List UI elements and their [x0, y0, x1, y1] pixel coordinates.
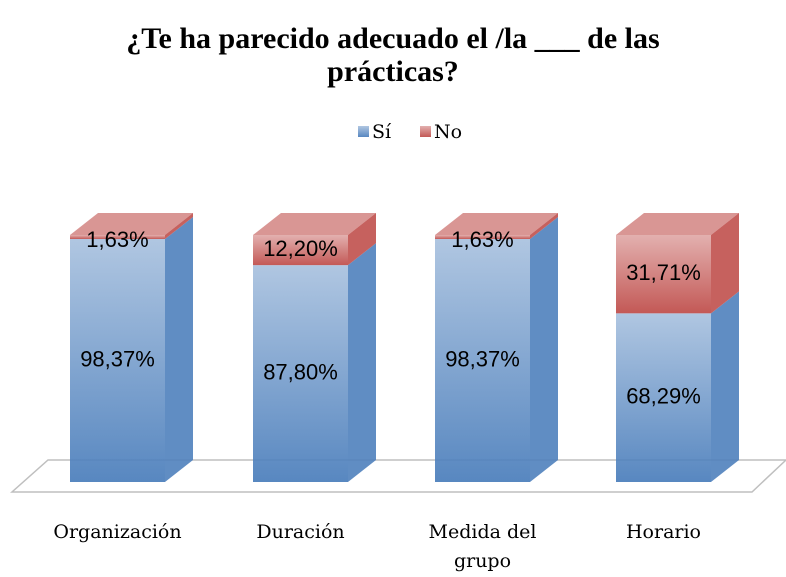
bar-side	[165, 213, 193, 240]
bar-side	[711, 213, 739, 314]
bar-side	[165, 217, 193, 482]
x-tick-label: Organización	[53, 521, 182, 543]
legend-swatch	[358, 126, 369, 137]
x-tick-label: Medida del grupo	[428, 521, 537, 572]
bar	[253, 235, 348, 266]
x-tick-label: Horario	[625, 521, 702, 543]
chart-title: ¿Te ha parecido adecuado el /la ___ de l…	[126, 22, 660, 88]
value-label: 31,71%	[626, 260, 701, 285]
bar-side	[530, 217, 558, 482]
bar-side	[348, 243, 376, 482]
bar	[616, 313, 711, 482]
bar-side	[348, 213, 376, 266]
bar-side	[711, 291, 739, 482]
value-label: 98,37%	[80, 346, 155, 371]
x-tick-label: Duración	[256, 521, 345, 543]
value-label: 68,29%	[626, 383, 701, 408]
value-label: 98,37%	[445, 346, 520, 371]
bar	[435, 235, 530, 240]
bar-top	[253, 213, 376, 235]
bar-side	[530, 213, 558, 240]
value-label: 1,63%	[451, 227, 513, 252]
bar	[435, 239, 530, 482]
bar	[253, 265, 348, 482]
bar	[70, 239, 165, 482]
value-label: 87,80%	[263, 359, 338, 384]
legend-label: No	[434, 121, 462, 143]
bar-top	[616, 213, 739, 235]
value-label: 1,63%	[86, 227, 148, 252]
bar-top	[435, 213, 558, 235]
bar	[616, 235, 711, 314]
bar-top	[70, 213, 193, 235]
bar	[70, 235, 165, 240]
value-label: 12,20%	[263, 236, 338, 261]
legend-swatch	[420, 126, 431, 137]
floor	[10, 459, 786, 493]
legend-label: Sí	[372, 121, 392, 143]
